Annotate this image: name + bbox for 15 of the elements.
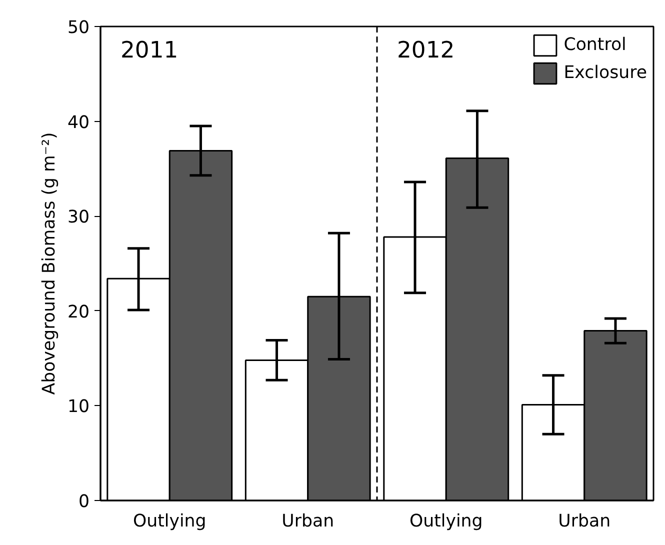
legend-label: Exclosure [564, 63, 647, 83]
x-tick-label: Outlying [132, 512, 206, 532]
annotation: 2011 [120, 38, 178, 64]
x-tick-label: Urban [558, 512, 611, 532]
y-axis-title: Aboveground Biomass (g m⁻²) [39, 132, 60, 395]
annotation: 2012 [397, 38, 455, 64]
y-tick-label: 40 [67, 112, 90, 133]
y-tick-label: 10 [67, 397, 90, 418]
x-tick-label: Outlying [409, 512, 483, 532]
y-tick-label: 0 [78, 492, 90, 512]
y-tick-label: 50 [67, 18, 90, 38]
x-tick-label: Urban [282, 512, 334, 532]
y-tick-label: 30 [67, 208, 90, 228]
legend-label: Control [564, 35, 626, 55]
y-tick-label: 20 [67, 302, 90, 322]
